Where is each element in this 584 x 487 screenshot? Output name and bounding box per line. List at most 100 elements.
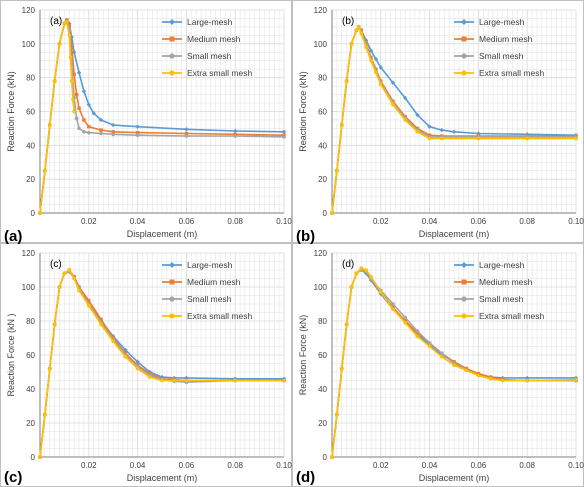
y-tick-label: 100 (314, 283, 328, 292)
data-point (364, 268, 368, 272)
data-point (464, 368, 468, 373)
data-point (135, 359, 140, 364)
data-point (359, 266, 364, 271)
x-axis-title: Displacement (m) (127, 229, 198, 239)
data-point (135, 130, 140, 135)
data-point (184, 378, 189, 383)
y-tick-label: 120 (314, 249, 328, 258)
legend: Large-mesh Medium mesh Small mesh Extra sma… (454, 17, 544, 78)
legend-entry-label: Small mesh (479, 51, 524, 61)
data-point (440, 351, 444, 356)
chart-panel-d: 0 20 40 60 80 100 120 0.02 0.04 0.06 0.08 0.10 Displ… (292, 243, 584, 487)
legend-entry-label: Medium mesh (187, 277, 241, 287)
x-axis-title: Displacement (m) (419, 229, 490, 239)
x-tick-label: 0.04 (422, 217, 438, 226)
series-extra-small-mesh (330, 25, 578, 215)
data-point (451, 129, 457, 134)
data-point (330, 455, 334, 459)
legend-marker (461, 70, 467, 76)
data-point (335, 412, 339, 417)
data-point (62, 271, 67, 276)
series-line (331, 267, 577, 458)
data-point (52, 79, 57, 83)
legend-marker (169, 19, 175, 25)
data-point (47, 366, 52, 371)
data-point (99, 128, 103, 132)
legend-marker (461, 296, 467, 302)
legend-marker (169, 296, 175, 302)
y-tick-label: 20 (318, 419, 327, 428)
x-tick-label: 0.02 (373, 461, 389, 470)
in-plot-label: (b) (342, 16, 354, 27)
x-tick-label: 0.06 (179, 217, 195, 226)
gridlines (331, 252, 577, 458)
y-tick-label: 40 (318, 141, 327, 150)
data-point (391, 302, 395, 306)
y-tick-label: 40 (318, 385, 327, 394)
legend-entry-label: Small mesh (187, 294, 232, 304)
data-point (99, 317, 103, 321)
data-point (135, 366, 140, 371)
data-point (74, 92, 79, 97)
panel-frame (292, 0, 584, 243)
panel-label-b: (b) (296, 228, 316, 245)
x-tick-label: 0.04 (130, 461, 146, 470)
data-point (501, 378, 505, 383)
data-point (373, 56, 379, 62)
x-tick-label: 0.10 (276, 461, 292, 470)
panel-label-a: (a) (4, 228, 23, 245)
y-tick-label: 100 (22, 283, 36, 292)
data-point (354, 271, 359, 276)
panel-label-c: (c) (4, 469, 23, 486)
x-axis-title: Displacement (m) (127, 473, 198, 483)
series-extra-small-mesh (38, 268, 286, 459)
x-tick-label: 0.02 (373, 217, 389, 226)
data-point (72, 109, 76, 114)
data-point (330, 211, 334, 215)
legend-entry-label: Large-mesh (479, 260, 525, 270)
data-point (344, 322, 349, 327)
data-point (57, 285, 62, 289)
data-point (349, 42, 354, 46)
data-point (82, 118, 86, 122)
data-point (378, 65, 383, 70)
y-tick-label: 20 (26, 419, 35, 428)
data-point (282, 378, 286, 383)
data-point (74, 116, 79, 121)
data-point (354, 28, 359, 33)
data-point (364, 45, 368, 50)
data-point (67, 23, 71, 27)
legend-marker (169, 53, 175, 59)
data-point (574, 377, 578, 382)
data-point (391, 102, 395, 107)
data-point (184, 127, 189, 132)
data-point (87, 303, 91, 308)
x-tick-label: 0.08 (227, 461, 243, 470)
data-point (379, 290, 383, 294)
x-tick-label: 0.10 (276, 217, 292, 226)
data-point (476, 373, 481, 378)
chart-svg: 0 20 40 60 80 100 120 0.02 0.04 0.06 0.08 0.10 Displ… (292, 0, 584, 243)
data-point (369, 58, 373, 63)
y-axis-title: Reaction Force (kN) (6, 71, 16, 152)
data-point (233, 378, 237, 383)
y-tick-label: 80 (26, 74, 35, 83)
data-point (87, 298, 91, 303)
gridlines (331, 9, 577, 214)
legend-marker (461, 19, 467, 25)
legend-marker (461, 279, 467, 285)
data-point (403, 315, 407, 320)
in-plot-label: (c) (50, 259, 62, 270)
data-point (43, 412, 47, 417)
data-point (148, 375, 152, 379)
legend-marker (169, 36, 175, 42)
x-tick-label: 0.02 (81, 217, 97, 226)
series-line (39, 20, 75, 214)
data-point (439, 127, 444, 133)
data-point (374, 70, 378, 75)
x-tick-label: 0.06 (471, 461, 487, 470)
data-point (363, 38, 369, 43)
data-point (111, 339, 115, 344)
legend-marker (169, 313, 175, 319)
data-point (82, 130, 86, 134)
